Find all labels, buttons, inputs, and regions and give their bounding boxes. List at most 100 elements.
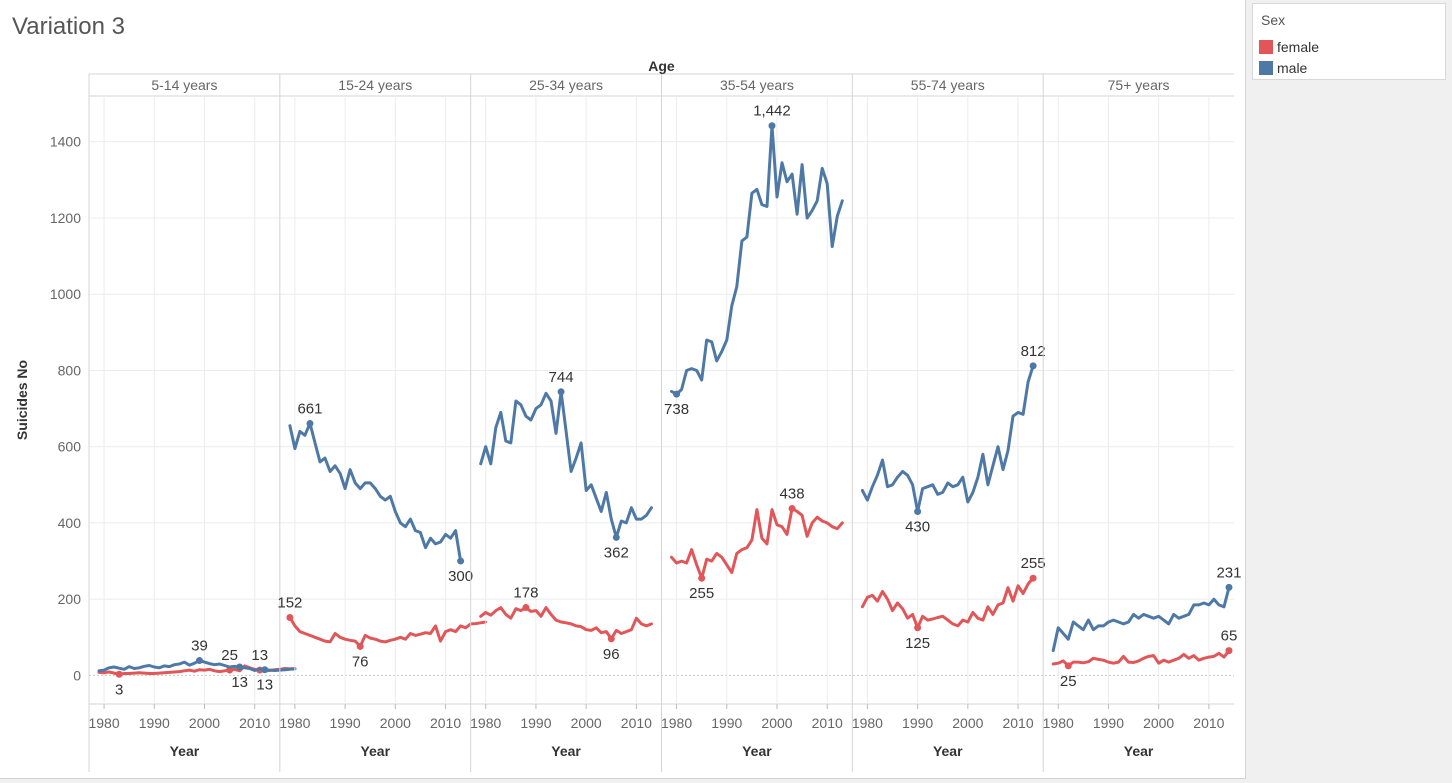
data-label-female: 13 [251,647,268,664]
data-point-female [522,604,530,612]
y-tick-label: 0 [73,667,81,683]
x-tick-label: 2000 [1143,715,1174,731]
data-point-female [115,670,123,678]
data-label-female: 25 [1060,673,1077,690]
x-tick-label: 2010 [1193,715,1224,731]
x-tick-label: 2010 [812,715,843,731]
x-tick-label: 2000 [571,715,602,731]
data-point-female [914,624,922,632]
series-line-female [1051,649,1231,668]
x-tick-label: 2000 [380,715,411,731]
data-point-female [1029,574,1037,582]
x-axis-label: Year [551,743,581,759]
x-tick-label: 1990 [520,715,551,731]
y-tick-label: 1400 [50,134,81,150]
data-point-male [612,533,620,541]
data-point-male [195,657,203,665]
x-axis-label: Year [933,743,963,759]
y-axis-label: Suicides No [14,360,30,440]
data-label-female: 25 [221,647,238,664]
data-label-female: 65 [1221,628,1238,645]
legend-swatch-male [1259,61,1273,75]
facet-header-label: 35-54 years [720,77,794,93]
data-point-male [673,390,681,398]
data-label-male: 812 [1021,343,1046,360]
x-axis-label: Year [170,743,200,759]
data-label-female: 76 [352,653,369,670]
series-line-male [670,124,844,396]
faceted-line-chart: Age Suicides No 0 200 400 600 800 1000 1200 1400 5… [14,58,1241,772]
data-label-female: 152 [277,594,302,611]
facet-header-label: 15-24 years [338,77,412,93]
data-point-female [286,613,294,621]
data-point-male [457,557,465,565]
x-tick-label: 2000 [761,715,792,731]
y-tick-label: 1000 [50,286,81,302]
facet-header-label: 25-34 years [529,77,603,93]
x-tick-label: 1990 [902,715,933,731]
data-label-male: 231 [1216,564,1241,581]
x-axis-label: Year [742,743,772,759]
data-point-male [261,666,269,674]
x-tick-label: 1980 [852,715,883,731]
y-tick-label: 400 [58,515,82,531]
y-tick-label: 200 [58,591,82,607]
legend-label-male: male [1277,60,1308,76]
x-tick-label: 1990 [1093,715,1124,731]
x-tick-label: 1980 [88,715,119,731]
x-tick-label: 2010 [1002,715,1033,731]
data-label-male: 362 [604,544,629,561]
facet-header-label: 5-14 years [151,77,217,93]
data-label-female: 255 [689,585,714,602]
x-tick-label: 1990 [330,715,361,731]
x-tick-label: 1980 [470,715,501,731]
legend-label-female: female [1277,39,1320,55]
x-axis-label: Year [360,743,390,759]
x-tick-label: 1990 [139,715,170,731]
data-label-male: 1,442 [753,103,791,120]
series-line-female [479,606,653,641]
x-tick-label: 2010 [621,715,652,731]
x-tick-label: 1980 [1043,715,1074,731]
data-label-male: 738 [664,401,689,418]
data-label-female: 3 [115,681,123,698]
data-label-male: 13 [231,674,248,691]
x-tick-label: 2010 [430,715,461,731]
legend-title: Sex [1261,12,1286,28]
data-label-male: 39 [191,638,208,655]
data-point-male [768,122,776,130]
data-point-male [236,663,244,671]
facet-axis-label: Age [648,58,675,74]
legend-item-female[interactable]: female [1257,38,1441,56]
data-point-male [306,419,314,427]
chart-canvas: Variation 3 Age Suicides No 0 200 400 600 800 1… [0,0,1246,779]
data-label-male: 661 [297,400,322,417]
data-point-male [914,507,922,515]
legend-item-male[interactable]: male [1257,59,1441,77]
x-axis-label: Year [1124,743,1154,759]
facet-header-label: 55-74 years [911,77,985,93]
series-line-male [479,390,653,539]
data-point-female [226,666,234,674]
page-title: Variation 3 [12,13,125,40]
series-line-male [860,364,1035,513]
data-label-female: 96 [603,646,620,663]
data-point-female [698,574,706,582]
series-line-male [1051,585,1231,653]
x-tick-label: 1980 [661,715,692,731]
facet-header-label: 75+ years [1108,77,1170,93]
y-tick-label: 1200 [50,210,81,226]
data-point-male [1029,362,1037,370]
data-label-female: 125 [905,635,930,652]
data-point-female [607,635,615,643]
x-tick-label: 2000 [952,715,983,731]
legend-swatch-female [1259,40,1273,54]
data-label-male: 744 [549,369,574,386]
legend: Sex female male [1252,3,1446,80]
data-point-male [1225,583,1233,591]
y-tick-label: 800 [58,362,82,378]
series-line-female [288,616,488,648]
x-tick-label: 2000 [189,715,220,731]
data-label-female: 255 [1021,555,1046,572]
data-point-female [788,504,796,512]
